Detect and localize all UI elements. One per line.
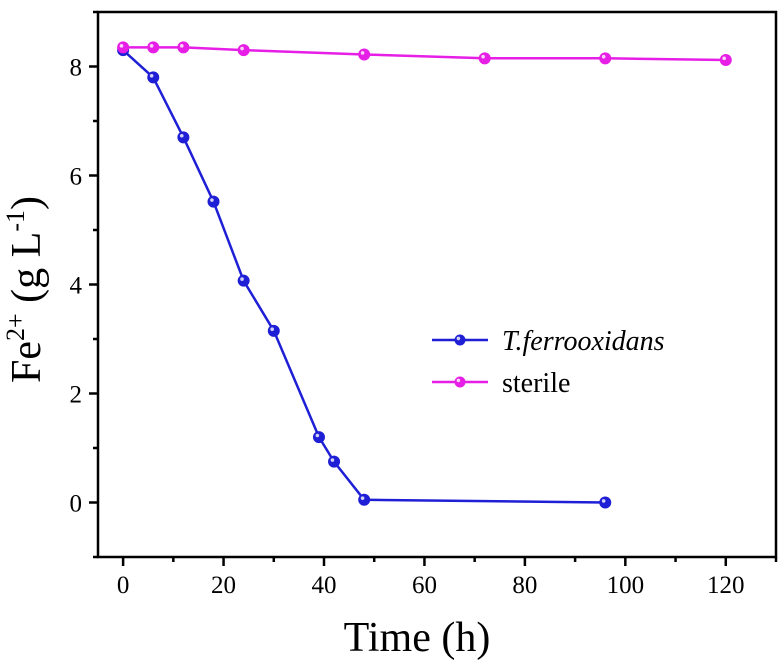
legend: T.ferrooxidans sterile xyxy=(432,326,665,399)
data-point-highlight xyxy=(149,74,154,78)
data-point-highlight xyxy=(330,458,335,462)
data-point xyxy=(312,431,325,444)
data-point-highlight xyxy=(179,133,184,138)
data-point xyxy=(147,41,160,54)
data-point-highlight xyxy=(240,46,244,51)
data-point-highlight xyxy=(119,44,124,48)
data-point xyxy=(599,52,612,65)
data-point xyxy=(117,41,130,54)
data-point xyxy=(599,496,612,509)
x-tick-label: 100 xyxy=(607,572,645,599)
data-point-highlight xyxy=(240,277,244,281)
y-axis-title-superscript: 2+ xyxy=(1,313,30,341)
x-tick-label: 0 xyxy=(117,572,130,599)
series-line-0 xyxy=(122,49,606,504)
data-point-highlight xyxy=(360,496,365,500)
data-point-highlight xyxy=(481,54,485,59)
x-tick-label: 80 xyxy=(512,572,537,599)
y-tick-label: 8 xyxy=(70,55,83,82)
x-tick-label: 20 xyxy=(211,572,236,599)
data-point-highlight xyxy=(722,56,726,61)
y-tick-label: 6 xyxy=(70,164,83,191)
data-point xyxy=(237,44,250,57)
data-point-highlight xyxy=(210,198,214,202)
data-point xyxy=(147,71,160,84)
data-point xyxy=(177,131,190,144)
data-point xyxy=(719,53,732,66)
x-tick-label: 60 xyxy=(412,572,437,599)
data-point xyxy=(267,324,280,337)
series-line-1 xyxy=(123,46,726,62)
y-axis-title-part: ) xyxy=(4,196,50,210)
legend-marker xyxy=(454,334,466,346)
data-point-highlight xyxy=(315,433,320,438)
y-axis-title-superscript: -1 xyxy=(1,210,30,232)
y-tick-label: 0 xyxy=(70,491,83,518)
legend-marker-highlight xyxy=(456,378,461,383)
x-tick-label: 120 xyxy=(707,572,745,599)
data-point xyxy=(328,455,341,468)
x-tick-label: 40 xyxy=(312,572,337,599)
data-point xyxy=(478,52,491,65)
data-point-highlight xyxy=(601,499,606,503)
y-axis-title: Fe2+ (g L-1) xyxy=(1,196,50,383)
y-axis-title-part: (g L xyxy=(4,232,50,314)
data-point-highlight xyxy=(179,44,184,48)
y-tick-label: 4 xyxy=(70,273,83,300)
y-tick-label: 2 xyxy=(70,382,83,409)
data-point xyxy=(237,274,250,287)
legend-label: sterile xyxy=(502,368,570,399)
legend-label: T.ferrooxidans xyxy=(502,326,665,357)
data-point-highlight xyxy=(601,54,606,59)
plot-frame xyxy=(96,10,778,559)
plot-series xyxy=(117,41,732,509)
y-axis-title-part: Fe xyxy=(4,341,50,383)
axis-titles: Time (h) Fe2+ (g L-1) xyxy=(1,196,490,660)
data-point xyxy=(358,48,371,61)
data-point-highlight xyxy=(270,327,274,332)
legend-marker-highlight xyxy=(456,336,461,341)
data-point-highlight xyxy=(360,51,365,55)
data-point xyxy=(177,41,190,54)
data-point-highlight xyxy=(149,44,154,48)
legend-marker xyxy=(454,376,466,388)
data-point xyxy=(207,195,220,208)
data-point xyxy=(358,493,371,506)
x-axis-title: Time (h) xyxy=(344,615,491,660)
